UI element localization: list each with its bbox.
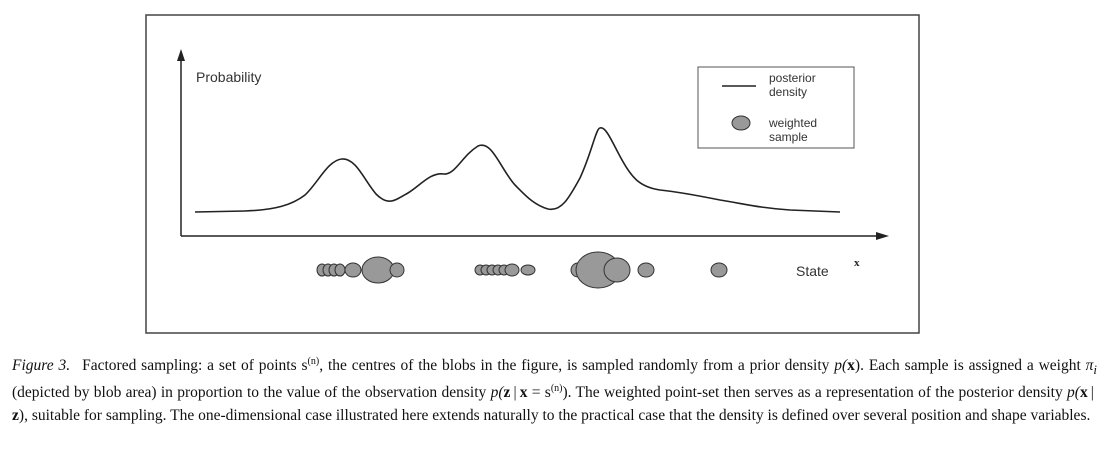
legend-blob-label-1: weighted: [768, 116, 817, 130]
sample-blob: [389, 262, 405, 278]
caption-text-3: . Each sample is assigned a weight: [860, 357, 1086, 374]
legend-box: [697, 66, 855, 149]
figure-diagram: Probability State x posterior density we…: [145, 14, 920, 334]
y-axis-arrow: [177, 49, 185, 61]
sample-blob: [637, 262, 655, 278]
y-axis-label: Probability: [196, 69, 261, 85]
sample-blob: [344, 262, 362, 278]
caption-math-x: x: [847, 357, 855, 374]
sample-blob: [334, 263, 346, 277]
caption-text-2: , the centres of the blobs in the figure…: [319, 357, 835, 374]
sample-blob: [710, 262, 728, 278]
blob-cluster-4: [710, 262, 728, 278]
caption-sup-n: (n): [307, 355, 320, 367]
legend-blob-swatch: [731, 115, 751, 131]
blob-cluster-3: [570, 251, 655, 289]
sample-blob: [361, 256, 395, 284]
caption-math-pi: π: [1085, 357, 1094, 374]
figure-caption: Figure 3. Factored sampling: a set of poi…: [12, 355, 1097, 425]
legend-line-label-2: density: [769, 85, 807, 99]
x-axis-label: State: [796, 263, 829, 279]
legend-line-label-1: posterior: [769, 71, 816, 85]
caption-math-p3: p(: [1067, 384, 1080, 402]
caption-text-6: , suitable for sampling. The one-dimensi…: [24, 407, 1091, 425]
x-axis-arrow: [876, 232, 889, 240]
sample-blob: [603, 257, 631, 283]
sample-blob: [504, 263, 520, 277]
blob-cluster-2: [474, 263, 536, 277]
x-axis-symbol: x: [854, 257, 860, 269]
caption-label: Figure 3.: [12, 357, 71, 374]
caption-text-5: . The weighted point-set then serves as …: [567, 384, 1068, 402]
sample-blob: [520, 264, 536, 276]
caption-math-p: p(: [834, 357, 848, 374]
caption-text-4: (depicted by blob area) in proportion to…: [12, 384, 491, 402]
blob-cluster-1: [316, 256, 405, 284]
legend-blob-label-2: sample: [769, 130, 808, 144]
figure-frame: [145, 14, 920, 334]
posterior-density-curve: [194, 127, 841, 213]
caption-text-1: Factored sampling: a set of points s: [82, 357, 308, 374]
caption-math-p2: p(: [490, 384, 504, 402]
caption-math-pi-sub: i: [1093, 362, 1097, 378]
